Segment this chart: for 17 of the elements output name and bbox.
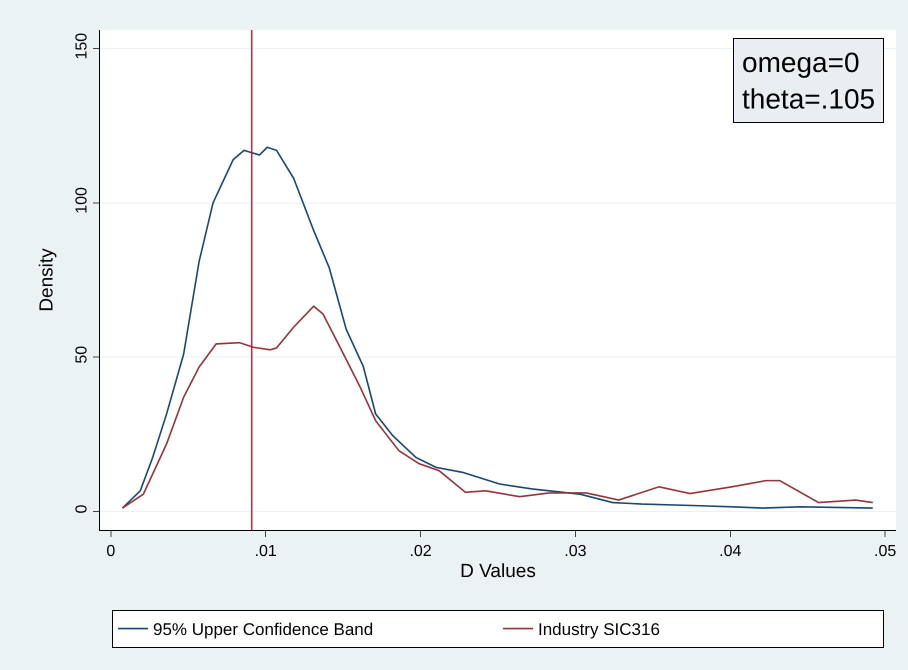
line-series	[122, 146, 874, 509]
line-series	[122, 305, 874, 509]
y-tick-label: 50	[74, 346, 91, 364]
x-tick-label: .02	[409, 543, 432, 560]
legend-label: Industry SIC316	[538, 620, 660, 640]
x-tick-label: .01	[254, 543, 277, 560]
y-tick-label: 100	[74, 186, 91, 214]
x-tick-label: .05	[874, 543, 896, 560]
x-tick-label: .04	[719, 543, 742, 560]
x-tick-label: 0	[106, 543, 116, 560]
y-tick-label: 0	[74, 504, 91, 514]
x-axis-title: D Values	[460, 561, 536, 582]
legend-label: 95% Upper Confidence Band	[153, 620, 374, 640]
x-tick-label: .03	[564, 543, 587, 560]
y-axis-title: Density	[36, 248, 58, 312]
y-tick-label: 150	[74, 32, 91, 60]
annotation: omega=0 theta=.105	[742, 47, 876, 114]
